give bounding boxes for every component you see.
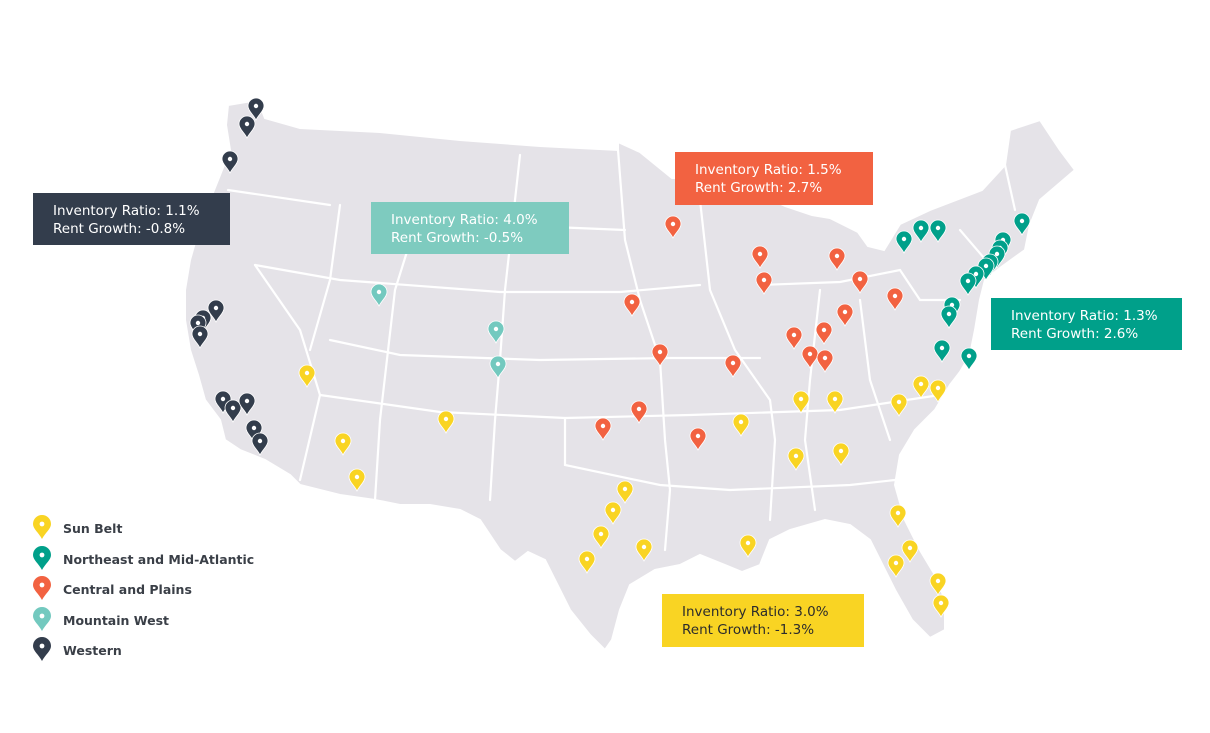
map-pin-western-4 xyxy=(207,299,225,323)
map-pin-sun-belt-9 xyxy=(334,432,352,456)
callout-central-line2: Rent Growth: 2.7% xyxy=(695,180,823,196)
map-pin-sun-belt-18 xyxy=(635,538,653,562)
map-pin-central-1 xyxy=(664,215,682,239)
map-pin-northeast-2 xyxy=(929,219,947,243)
map-pin-sun-belt-6 xyxy=(890,393,908,417)
callout-western-line2: Rent Growth: -0.8% xyxy=(53,221,186,237)
map-pin-mountain-1 xyxy=(370,283,388,307)
map-pin-northeast-14 xyxy=(933,339,951,363)
callout-central-plains: Inventory Ratio: 1.5% Rent Growth: 2.7% xyxy=(675,152,873,205)
pins-layer xyxy=(189,97,1031,618)
callout-northeast-line1: Inventory Ratio: 1.3% xyxy=(1011,308,1158,324)
map-pin-sun-belt-1 xyxy=(298,364,316,388)
map-pin-northeast-3 xyxy=(895,230,913,254)
legend-item-sun-belt: Sun Belt xyxy=(32,512,272,543)
state-borders xyxy=(226,148,1017,552)
map-pin-northeast-1 xyxy=(912,219,930,243)
map-pin-icon xyxy=(33,545,51,570)
map-pin-northeast-13 xyxy=(940,305,958,329)
legend-item-mountain-west: Mountain West xyxy=(32,604,272,635)
map-pin-sun-belt-19 xyxy=(739,534,757,558)
map-pin-sun-belt-8 xyxy=(732,413,750,437)
legend-label-sun-belt: Sun Belt xyxy=(63,521,123,536)
callout-mountain-line1: Inventory Ratio: 4.0% xyxy=(391,212,538,228)
map-pin-central-14 xyxy=(816,349,834,373)
map-pin-central-12 xyxy=(724,354,742,378)
map-pin-icon xyxy=(33,515,51,539)
map-pin-northeast-11 xyxy=(959,272,977,296)
map-pin-central-2 xyxy=(751,245,769,269)
map-pin-western-2 xyxy=(238,115,256,139)
map-pin-central-9 xyxy=(785,326,803,350)
us-land-shape xyxy=(184,98,1077,652)
callout-central-line1: Inventory Ratio: 1.5% xyxy=(695,162,842,178)
map-pin-central-6 xyxy=(623,293,641,317)
map-pin-icon xyxy=(33,637,51,661)
map-pin-sun-belt-3 xyxy=(929,379,947,403)
callout-western-line1: Inventory Ratio: 1.1% xyxy=(53,203,200,219)
map-pin-central-8 xyxy=(886,287,904,311)
map-pin-central-4 xyxy=(828,247,846,271)
callout-mountain-west: Inventory Ratio: 4.0% Rent Growth: -0.5% xyxy=(371,202,569,254)
map-pin-central-16 xyxy=(594,417,612,441)
legend-item-northeast: Northeast and Mid-Atlantic xyxy=(32,543,272,574)
legend-label-northeast: Northeast and Mid-Atlantic xyxy=(63,551,255,567)
callout-sun-belt: Inventory Ratio: 3.0% Rent Growth: -1.3% xyxy=(662,594,864,647)
map-pin-central-7 xyxy=(836,303,854,327)
map-pin-sun-belt-7 xyxy=(437,410,455,434)
map-pin-central-5 xyxy=(851,270,869,294)
map-pin-sun-belt-11 xyxy=(787,447,805,471)
legend-label-mountain-west: Mountain West xyxy=(63,612,170,628)
map-pin-central-15 xyxy=(630,400,648,424)
map-pin-mountain-2 xyxy=(487,320,505,344)
legend-label-western: Western xyxy=(63,643,122,658)
map-pin-mountain-3 xyxy=(489,355,507,379)
map-pin-central-13 xyxy=(801,345,819,369)
map-pin-icon xyxy=(33,576,51,600)
map-pin-northeast-15 xyxy=(960,347,978,371)
callout-northeast: Inventory Ratio: 1.3% Rent Growth: 2.6% xyxy=(991,298,1182,350)
map-pin-central-17 xyxy=(689,427,707,451)
map-pin-sun-belt-12 xyxy=(348,468,366,492)
map-pin-western-10 xyxy=(238,392,256,416)
map-pin-sun-belt-2 xyxy=(912,375,930,399)
map-pin-sun-belt-5 xyxy=(826,390,844,414)
map-pin-northeast-10 xyxy=(967,265,985,289)
legend-label-central: Central and Plains xyxy=(63,582,192,597)
map-pin-western-12 xyxy=(251,432,269,456)
map-pin-sun-belt-10 xyxy=(832,442,850,466)
map-pin-sun-belt-4 xyxy=(792,390,810,414)
callout-western: Inventory Ratio: 1.1% Rent Growth: -0.8% xyxy=(33,193,230,245)
map-pin-western-3 xyxy=(221,150,239,174)
map-pin-central-11 xyxy=(651,343,669,367)
callout-mountain-line2: Rent Growth: -0.5% xyxy=(391,230,524,246)
callout-sunbelt-line2: Rent Growth: -1.3% xyxy=(682,622,815,638)
map-pin-sun-belt-15 xyxy=(889,504,907,528)
map-pin-northeast-4 xyxy=(1013,212,1031,236)
map-pin-western-1 xyxy=(247,97,265,121)
map-pin-sun-belt-16 xyxy=(592,525,610,549)
map-pin-sun-belt-14 xyxy=(604,501,622,525)
legend-item-western: Western xyxy=(32,634,272,665)
map-pin-central-3 xyxy=(755,271,773,295)
map-pin-western-7 xyxy=(191,325,209,349)
map-pin-central-10 xyxy=(815,321,833,345)
map-pin-sun-belt-22 xyxy=(929,572,947,596)
map-pin-sun-belt-13 xyxy=(616,480,634,504)
map-pin-sun-belt-17 xyxy=(901,539,919,563)
map-pin-sun-belt-21 xyxy=(887,554,905,578)
map-pin-sun-belt-23 xyxy=(932,594,950,618)
callout-sunbelt-line1: Inventory Ratio: 3.0% xyxy=(682,604,829,620)
map-pin-sun-belt-20 xyxy=(578,550,596,574)
map-legend: Sun Belt Northeast and Mid-Atlantic Cent… xyxy=(32,512,272,665)
map-pin-western-9 xyxy=(224,399,242,423)
callout-northeast-line2: Rent Growth: 2.6% xyxy=(1011,326,1139,342)
map-pin-icon xyxy=(33,606,51,631)
legend-item-central: Central and Plains xyxy=(32,573,272,604)
